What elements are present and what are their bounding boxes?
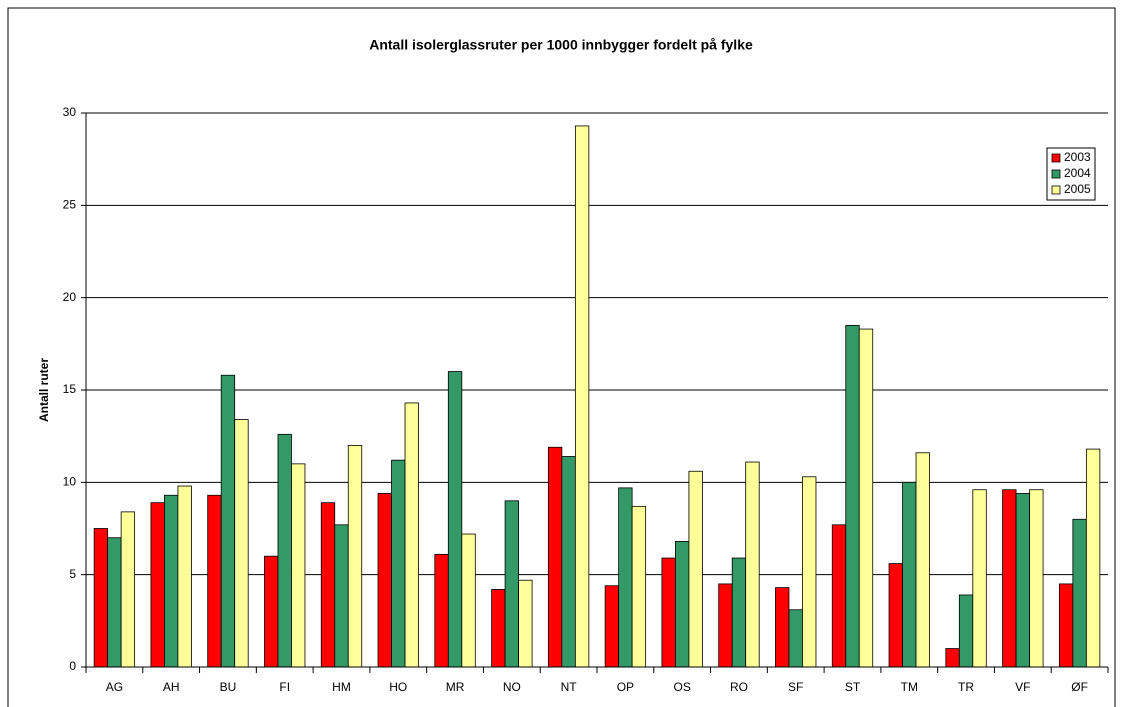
bar [888, 563, 903, 668]
x-tick-label: TM [901, 680, 918, 694]
bar [347, 444, 363, 668]
bar [1058, 583, 1074, 668]
legend-swatch [1051, 185, 1061, 195]
bar [618, 487, 633, 668]
bar [461, 533, 476, 668]
x-tick-label: FI [279, 680, 290, 694]
bar [958, 594, 974, 668]
legend-label: 2003 [1064, 150, 1091, 164]
chart-border [7, 7, 1116, 707]
bar [447, 371, 463, 668]
legend-swatch [1051, 153, 1061, 163]
bar [120, 511, 136, 668]
bar [150, 502, 165, 668]
bar [972, 489, 987, 668]
legend-swatch [1051, 169, 1061, 179]
x-tick-label: ØF [1071, 680, 1088, 694]
y-tick-label: 15 [63, 382, 77, 396]
y-tick-label: 25 [63, 198, 77, 212]
bar [504, 500, 519, 668]
x-tick-label: NO [503, 680, 521, 694]
bar [788, 609, 803, 668]
bar [902, 481, 917, 668]
bar [320, 502, 336, 668]
y-tick-label: 20 [63, 290, 77, 304]
bar [802, 476, 817, 668]
bar [377, 493, 392, 668]
x-tick-label: OS [673, 680, 690, 694]
bar [1072, 518, 1087, 668]
bar [93, 528, 109, 668]
bar [404, 402, 419, 668]
bar [207, 494, 222, 668]
bar [277, 433, 292, 668]
bar [220, 374, 236, 668]
y-tick-label: 10 [63, 475, 77, 489]
bar [831, 524, 847, 668]
bar [264, 555, 279, 668]
x-tick-label: AH [163, 680, 180, 694]
bar [334, 524, 349, 668]
y-axis-label: Antall ruter [37, 358, 51, 422]
bar [547, 446, 563, 668]
bar [845, 324, 860, 668]
bar [234, 419, 249, 668]
bar [1085, 448, 1101, 668]
x-tick-label: AG [106, 680, 123, 694]
x-tick-label: HO [389, 680, 407, 694]
x-tick-label: OP [617, 680, 634, 694]
x-tick-label: VF [1015, 680, 1030, 694]
bar [574, 125, 590, 668]
x-tick-label: SF [788, 680, 803, 694]
x-tick-label: MR [446, 680, 465, 694]
bar [434, 553, 449, 668]
legend-label: 2005 [1064, 182, 1091, 196]
bar [177, 485, 192, 668]
bar [858, 328, 874, 668]
y-tick-label: 5 [69, 567, 76, 581]
bar [688, 470, 703, 668]
bar [491, 589, 506, 668]
chart-title: Antall isolerglassruter per 1000 innbygg… [369, 37, 753, 53]
bar [291, 463, 306, 668]
y-tick-label: 30 [63, 105, 77, 119]
bar [518, 579, 533, 668]
bar [945, 648, 960, 668]
bar [164, 494, 179, 668]
bar [661, 557, 676, 668]
bar [1015, 493, 1030, 668]
x-tick-label: NT [561, 680, 578, 694]
bar [731, 557, 747, 668]
x-tick-label: BU [220, 680, 237, 694]
bar [775, 587, 790, 668]
bar [745, 461, 760, 668]
x-tick-label: RO [730, 680, 748, 694]
bar [718, 583, 733, 668]
y-tick-label: 0 [69, 659, 76, 673]
x-tick-label: HM [332, 680, 351, 694]
bar [675, 541, 690, 668]
bar [915, 452, 930, 668]
bar [1029, 489, 1044, 668]
bar [604, 585, 620, 668]
bar [631, 505, 647, 668]
legend-label: 2004 [1064, 166, 1091, 180]
x-tick-label: ST [845, 680, 861, 694]
bar [1002, 489, 1017, 668]
x-tick-label: TR [958, 680, 974, 694]
bar [561, 456, 576, 668]
bar [391, 459, 406, 668]
bar [107, 537, 122, 668]
